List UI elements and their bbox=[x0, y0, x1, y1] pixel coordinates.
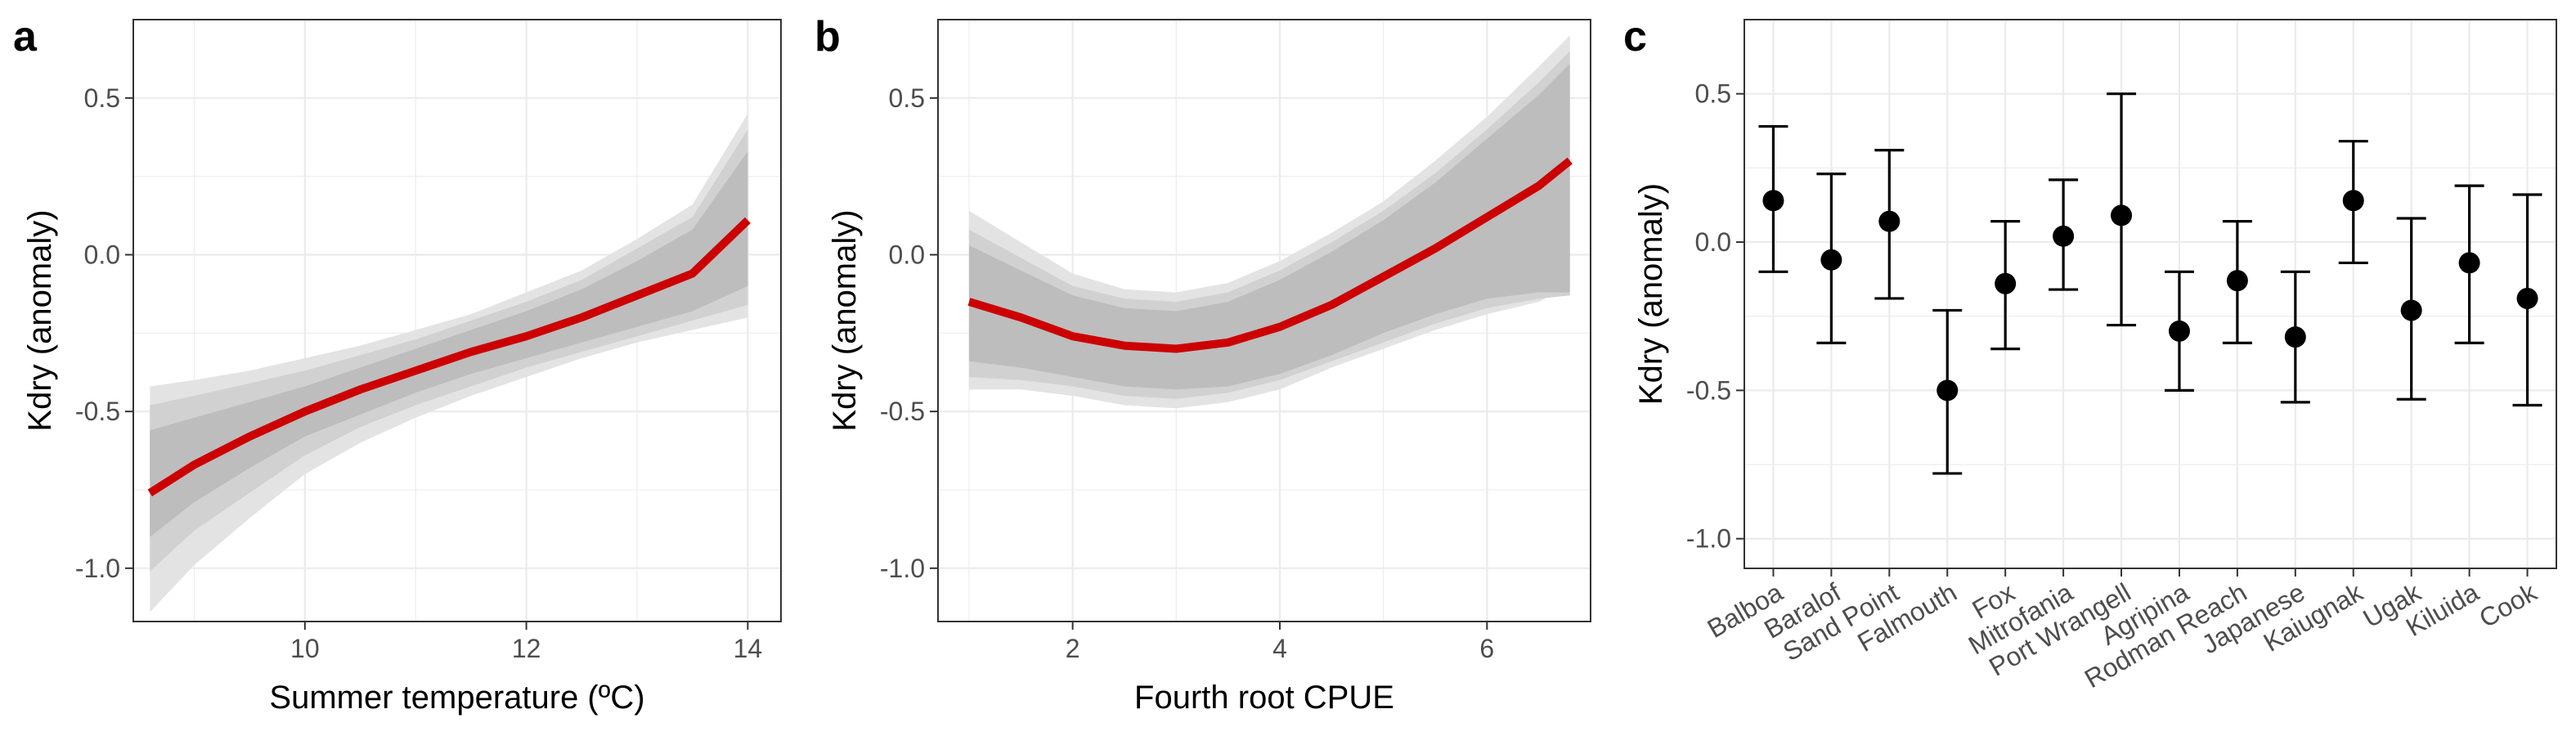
x-tick-label: 4 bbox=[1272, 634, 1287, 663]
site-estimate-fox bbox=[1990, 220, 2021, 351]
site-estimate-rodman-reach bbox=[2222, 220, 2252, 344]
panel-letter: a bbox=[13, 13, 38, 61]
y-tick-label: 0.0 bbox=[84, 240, 120, 270]
x-axis: 10 12 14 bbox=[290, 622, 762, 663]
site-estimate-kaiugnak bbox=[2338, 140, 2368, 265]
y-tick-label: 0.5 bbox=[84, 83, 120, 113]
y-axis: -1.0 -0.5 0.0 0.5 bbox=[880, 83, 938, 583]
data-point bbox=[1820, 249, 1842, 271]
panel-border bbox=[937, 19, 1591, 622]
data-point bbox=[2400, 299, 2422, 321]
x-tick-label: 6 bbox=[1479, 634, 1494, 663]
y-tick-label: 0.0 bbox=[1695, 227, 1731, 257]
panel-a: -1.0 -0.5 0.0 0.5 10 12 14 Summer temperature (… bbox=[13, 13, 782, 716]
panel-b: -1.0 -0.5 0.0 0.5 2 4 6 Fourth root CPUE Kdry (a… bbox=[815, 13, 1591, 716]
y-tick-label: 0.5 bbox=[1695, 79, 1731, 109]
y-axis: -1.0 -0.5 0.0 0.5 bbox=[75, 83, 133, 583]
data-point bbox=[2168, 320, 2190, 342]
data-point bbox=[2342, 190, 2364, 212]
fitted-line bbox=[967, 157, 1573, 353]
site-estimate-balboa bbox=[1758, 124, 1788, 273]
y-axis-title: Kdry (anomaly) bbox=[827, 209, 863, 431]
confidence-bands bbox=[969, 35, 1570, 409]
site-estimate-sand-point bbox=[1874, 148, 1905, 300]
site-estimate-mitrofania bbox=[2049, 178, 2079, 291]
y-tick-label: -1.0 bbox=[75, 554, 120, 583]
plot-background bbox=[1744, 20, 2556, 568]
data-point bbox=[1878, 210, 1901, 232]
x-tick-label: Cook bbox=[2474, 577, 2542, 633]
band-inner bbox=[150, 151, 748, 537]
data-point bbox=[2458, 252, 2480, 274]
x-axis: 2 4 6 bbox=[1066, 622, 1494, 663]
site-estimate-agripina bbox=[2164, 270, 2194, 392]
x-tick-label: 14 bbox=[734, 634, 763, 663]
y-axis-title: Kdry (anomaly) bbox=[1633, 183, 1669, 405]
data-point bbox=[1762, 190, 1784, 212]
y-tick-label: -0.5 bbox=[880, 397, 925, 426]
site-estimate-ugak bbox=[2396, 217, 2426, 401]
data-point bbox=[1995, 272, 2017, 294]
fitted-line bbox=[147, 217, 751, 497]
x-axis-title: Summer temperature (ºC) bbox=[269, 680, 644, 716]
x-axis-title: Fourth root CPUE bbox=[1134, 680, 1394, 716]
data-point bbox=[2516, 287, 2538, 309]
site-estimate-cook bbox=[2512, 193, 2542, 407]
y-axis-title: Kdry (anomaly) bbox=[22, 209, 58, 431]
x-tick-label: 12 bbox=[512, 634, 541, 663]
panel-letter: c bbox=[1623, 13, 1647, 61]
data-point bbox=[2226, 270, 2248, 292]
x-tick-label: 10 bbox=[290, 634, 320, 663]
y-tick-label: 0.0 bbox=[889, 240, 925, 270]
site-estimate-japanese bbox=[2280, 270, 2310, 404]
site-estimate-baralof bbox=[1816, 173, 1847, 344]
data-point bbox=[2053, 225, 2075, 247]
band-inner bbox=[969, 63, 1570, 390]
y-tick-label: -0.5 bbox=[75, 397, 120, 426]
site-estimate-falmouth bbox=[1932, 308, 1963, 475]
y-tick-label: 0.5 bbox=[889, 83, 925, 113]
data-point bbox=[1936, 379, 1959, 402]
panel-border bbox=[1744, 19, 2557, 569]
y-tick-label: -1.0 bbox=[880, 554, 925, 583]
data-point bbox=[2111, 204, 2133, 227]
y-tick-label: -1.0 bbox=[1686, 524, 1731, 554]
y-axis: -1.0 -0.5 0.0 0.5 bbox=[1686, 79, 1744, 554]
site-estimates bbox=[1758, 92, 2542, 475]
y-tick-label: -0.5 bbox=[1686, 375, 1731, 405]
site-estimate-kiluida bbox=[2454, 184, 2484, 344]
panel-border bbox=[132, 19, 782, 622]
x-tick-label: 2 bbox=[1066, 634, 1080, 663]
data-point bbox=[2284, 326, 2306, 348]
site-estimate-port-wrangell bbox=[2107, 92, 2137, 327]
panel-letter: b bbox=[815, 13, 841, 61]
